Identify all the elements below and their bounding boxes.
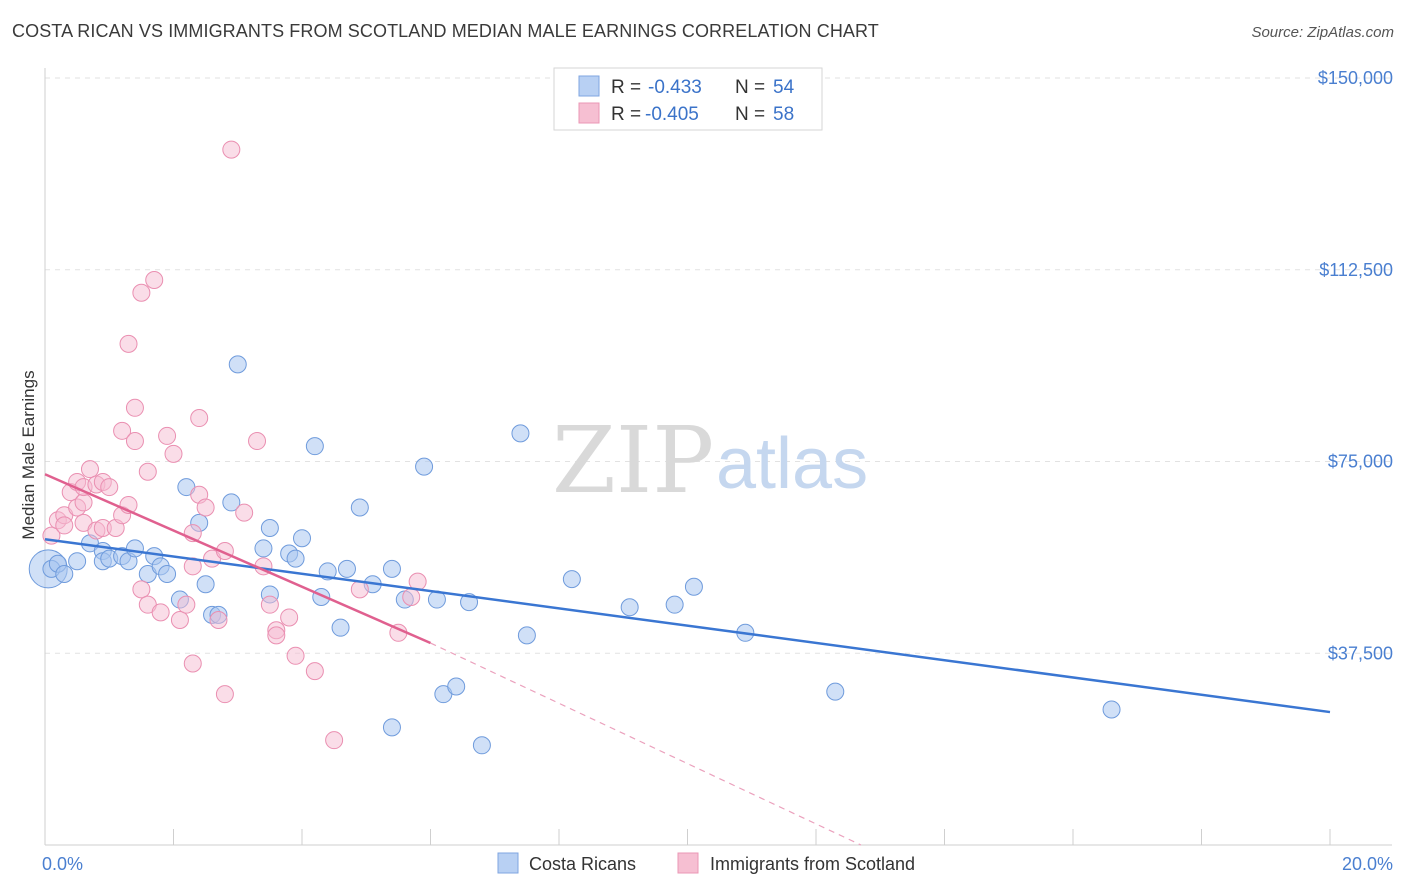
costa-rican-point-42 — [447, 677, 466, 696]
scotland-point-57 — [280, 608, 299, 627]
trend-line-costa-ricans — [44, 537, 1331, 714]
legend-r-value-1: -0.433 — [648, 77, 702, 98]
correlation-legend: R = -0.433 N = 54 R = -0.405 N = 58 — [553, 67, 823, 131]
chart-title: COSTA RICAN VS IMMIGRANTS FROM SCOTLAND … — [12, 21, 879, 41]
scotland-point-50 — [305, 662, 324, 681]
costa-rican-point-47 — [562, 570, 581, 589]
series-legend: Costa Ricans Immigrants from Scotland — [497, 852, 915, 874]
legend-n-label-2: N = — [735, 104, 765, 125]
axes — [44, 68, 1392, 846]
scotland-point-20 — [119, 334, 138, 353]
costa-rican-point-29 — [305, 437, 324, 456]
legend-swatch-blue — [578, 75, 600, 97]
scotland-point-39 — [209, 611, 228, 630]
scotland-point-15 — [100, 478, 119, 497]
costa-rican-point-14 — [158, 564, 177, 583]
costa-rican-point-52 — [826, 682, 845, 701]
scotland-point-44 — [248, 432, 267, 451]
trend-line-scotland — [44, 473, 432, 645]
costa-rican-point-33 — [337, 559, 356, 578]
gridlines — [45, 77, 1392, 654]
x-tick-labels: 0.0% 20.0% — [42, 854, 1393, 874]
y-tick-label-0: $37,500 — [1328, 643, 1393, 663]
y-axis-label: Median Male Earnings — [19, 370, 38, 539]
scotland-point-28 — [151, 603, 170, 622]
watermark-zip: ZIP — [552, 407, 714, 514]
scotland-point-3 — [55, 516, 74, 535]
costa-rican-point-21 — [222, 493, 241, 512]
costa-rican-point-2 — [55, 564, 74, 583]
scotland-point-51 — [325, 731, 344, 750]
costa-rican-point-45 — [511, 424, 530, 443]
y-tick-label-3: $150,000 — [1318, 68, 1393, 88]
scotland-point-49 — [286, 646, 305, 665]
scotland-point-22 — [125, 398, 144, 417]
legend-r-label-2: R = — [611, 104, 641, 125]
scotland-point-26 — [138, 462, 157, 481]
costa-rican-point-49 — [665, 595, 684, 614]
bottom-legend-label-costa-ricans: Costa Ricans — [529, 854, 636, 874]
scotland-point-33 — [183, 654, 202, 673]
costa-rican-point-24 — [260, 518, 279, 537]
scotland-point-31 — [170, 611, 189, 630]
watermark: ZIP atlas — [552, 407, 868, 514]
scotland-point-42 — [222, 140, 241, 159]
costa-rican-point-22 — [228, 355, 247, 374]
scotland-point-41 — [215, 685, 234, 704]
chart-source: Source: ZipAtlas.com — [1251, 24, 1394, 41]
costa-rican-point-23 — [254, 539, 273, 558]
scotland-point-8 — [74, 493, 93, 512]
costa-rican-point-37 — [382, 559, 401, 578]
costa-rican-point-46 — [517, 626, 536, 645]
legend-swatch-pink — [578, 102, 600, 124]
costa-rican-point-50 — [684, 577, 703, 596]
costa-rican-point-28 — [293, 529, 311, 548]
costa-rican-point-44 — [472, 736, 491, 755]
costa-rican-point-34 — [350, 498, 369, 517]
scotland-point-37 — [196, 498, 215, 517]
costa-rican-point-36 — [382, 718, 401, 737]
scotland-point-36 — [190, 409, 209, 428]
legend-r-value-2: -0.405 — [645, 104, 699, 125]
scotland-point-54 — [402, 588, 421, 607]
bottom-legend-swatch-blue — [497, 852, 519, 874]
costa-rican-point-48 — [620, 598, 639, 617]
legend-n-label-1: N = — [735, 77, 765, 98]
x-tick-label-1: 20.0% — [1342, 854, 1393, 874]
costa-rican-point-32 — [331, 618, 350, 637]
trend-lines — [44, 473, 1331, 846]
bottom-legend-label-scotland: Immigrants from Scotland — [710, 854, 915, 874]
y-tick-label-1: $75,000 — [1328, 452, 1393, 472]
costa-rican-point-10 — [125, 539, 144, 558]
scotland-point-10 — [80, 460, 99, 479]
legend-r-label-1: R = — [611, 77, 641, 98]
scotland-point-23 — [132, 283, 151, 302]
data-points — [28, 140, 1121, 755]
costa-rican-point-39 — [415, 457, 434, 476]
costa-rican-point-53 — [1102, 700, 1121, 719]
legend-n-value-2: 58 — [773, 104, 794, 125]
costa-rican-point-18 — [196, 575, 215, 594]
y-tick-label-2: $112,500 — [1319, 260, 1393, 280]
scotland-point-32 — [177, 595, 196, 614]
scotland-point-21 — [125, 432, 144, 451]
watermark-atlas: atlas — [716, 424, 868, 504]
scotland-point-27 — [145, 270, 164, 289]
x-tick-label-0: 0.0% — [42, 854, 83, 874]
scotland-point-18 — [113, 421, 132, 440]
y-tick-labels: $37,500 $75,000 $112,500 $150,000 — [1318, 68, 1393, 663]
bottom-legend-swatch-pink — [677, 852, 699, 874]
scotland-point-34 — [183, 557, 202, 576]
trend-line-scotland-extension — [430, 642, 862, 846]
scotland-point-29 — [158, 426, 177, 445]
costa-rican-point-3 — [68, 552, 87, 571]
scotland-point-48 — [267, 626, 286, 645]
scotland-point-24 — [132, 580, 151, 599]
scotland-point-46 — [260, 595, 279, 614]
scotland-point-30 — [164, 444, 183, 463]
costa-rican-point-27 — [286, 549, 305, 568]
scotland-point-43 — [235, 503, 254, 522]
legend-n-value-1: 54 — [773, 77, 795, 98]
